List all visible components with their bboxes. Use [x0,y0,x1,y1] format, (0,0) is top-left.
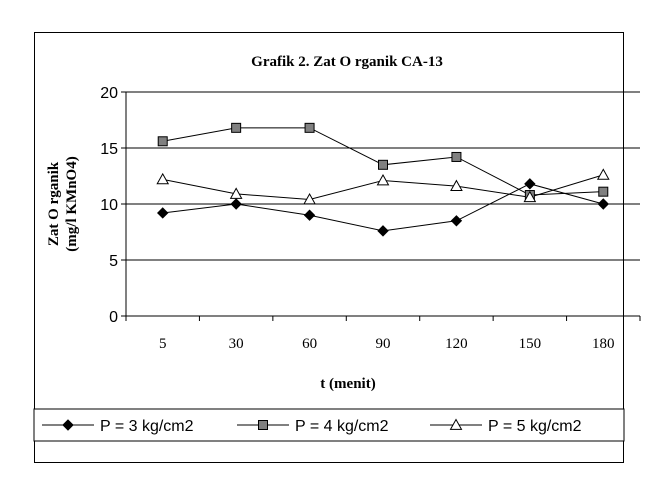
chart-frame [34,32,624,463]
x-tick-label: 150 [519,336,542,352]
data-point-square [598,186,609,197]
data-point-triangle [450,179,463,191]
x-tick-label: 60 [302,336,317,352]
data-point-triangle [523,190,537,203]
legend-label: P = 5 kg/cm2 [488,418,582,435]
chart-title: Grafik 2. Zat O rganik CA-13 [251,54,443,70]
x-axis-ticks: 5 30 60 90 120 150 180 [125,316,641,352]
x-tick-label: 90 [376,336,391,352]
data-point-square [231,122,242,133]
x-tick-label: 120 [445,336,468,352]
data-point-triangle [376,173,390,186]
y-axis-label-line2: (mg/l KMnO4) [64,156,80,251]
title-box [186,46,508,76]
x-tick-label: 5 [159,336,167,352]
y-tick-label: 15 [100,141,118,158]
legend-marker-triangle [449,418,463,430]
x-axis-label: t (menit) [320,376,375,392]
legend: P = 3 kg/cm2 P = 4 kg/cm2 P = 5 kg/cm2 [42,418,582,435]
y-tick-label: 10 [100,197,118,214]
legend-label: P = 4 kg/cm2 [295,418,389,435]
data-point-triangle [596,168,610,180]
data-point-diamond [157,207,169,219]
data-point-square [378,159,388,170]
legend-marker-diamond [62,419,74,431]
y-axis-ticks: 0 5 10 15 20 [100,85,126,326]
y-axis-label-line1: Zat O rganik [46,161,62,246]
legend-box [33,408,625,442]
data-point-diamond [450,215,463,227]
gridlines [126,91,640,261]
series-markers [156,122,610,237]
y-tick-label: 5 [109,253,118,270]
data-point-square [304,122,315,133]
data-point-triangle [156,172,170,185]
data-point-diamond [303,209,316,221]
y-tick-label: 20 [100,85,118,102]
data-point-triangle [303,192,316,205]
data-point-square [451,151,462,162]
series-line-1 [162,183,604,232]
data-point-diamond [230,198,242,210]
x-tick-label: 180 [592,336,615,352]
data-point-triangle [229,187,243,199]
legend-label: P = 3 kg/cm2 [100,418,194,435]
data-point-diamond [377,225,389,237]
x-tick-label: 30 [229,336,244,352]
y-tick-label: 0 [109,309,118,326]
data-point-diamond [524,178,536,190]
legend-marker-square [258,420,268,430]
data-point-square [157,136,168,147]
data-point-diamond [597,198,609,210]
